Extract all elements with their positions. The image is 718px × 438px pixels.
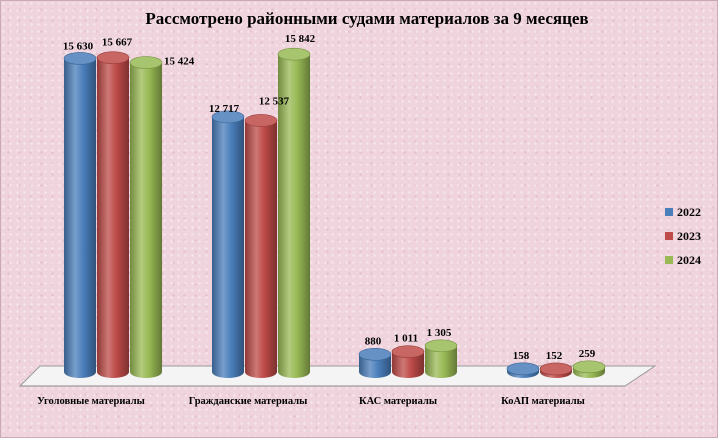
data-label: 158 bbox=[513, 350, 530, 362]
legend-item: 2023 bbox=[665, 224, 701, 248]
bar-2022 bbox=[358, 348, 392, 378]
data-label: 15 424 bbox=[164, 56, 195, 68]
legend-item: 2024 bbox=[665, 248, 701, 272]
legend-item: 2022 bbox=[665, 200, 701, 224]
legend-label: 2024 bbox=[677, 252, 701, 267]
legend-swatch bbox=[665, 208, 673, 216]
chart-title: Рассмотрено районными судами материалов … bbox=[145, 9, 589, 28]
data-label: 1 305 bbox=[427, 327, 452, 339]
data-label: 15 630 bbox=[63, 40, 94, 52]
category-label: КоАП материалы bbox=[501, 396, 585, 407]
category-label: Гражданские материалы bbox=[189, 396, 308, 407]
bar-2024 bbox=[424, 339, 458, 378]
data-label: 259 bbox=[579, 348, 596, 360]
bar-2023 bbox=[539, 362, 573, 378]
legend: 2022 2023 2024 bbox=[665, 200, 701, 272]
category-label: КАС материалы bbox=[359, 396, 437, 407]
legend-label: 2022 bbox=[677, 204, 701, 219]
bar-2024 bbox=[277, 47, 311, 379]
bar-2024 bbox=[572, 360, 606, 378]
data-label: 15 842 bbox=[285, 33, 316, 45]
data-label: 12 717 bbox=[209, 103, 240, 115]
data-label: 880 bbox=[365, 335, 382, 347]
category-label: Уголовные материалы bbox=[37, 396, 145, 407]
legend-swatch bbox=[665, 232, 673, 240]
data-label: 15 667 bbox=[102, 37, 133, 49]
bar-2022 bbox=[506, 362, 540, 378]
data-label: 12 537 bbox=[259, 95, 290, 107]
bar-2023 bbox=[244, 114, 278, 378]
bar-2023 bbox=[391, 345, 425, 378]
legend-label: 2023 bbox=[677, 228, 701, 243]
bar-2024 bbox=[129, 56, 163, 378]
bar-2022 bbox=[211, 110, 245, 379]
data-label: 152 bbox=[546, 350, 563, 362]
bar-2023 bbox=[96, 51, 130, 378]
data-label: 1 011 bbox=[394, 333, 418, 345]
bar-2022 bbox=[63, 52, 97, 378]
legend-swatch bbox=[665, 256, 673, 264]
chart-floor bbox=[18, 365, 657, 387]
